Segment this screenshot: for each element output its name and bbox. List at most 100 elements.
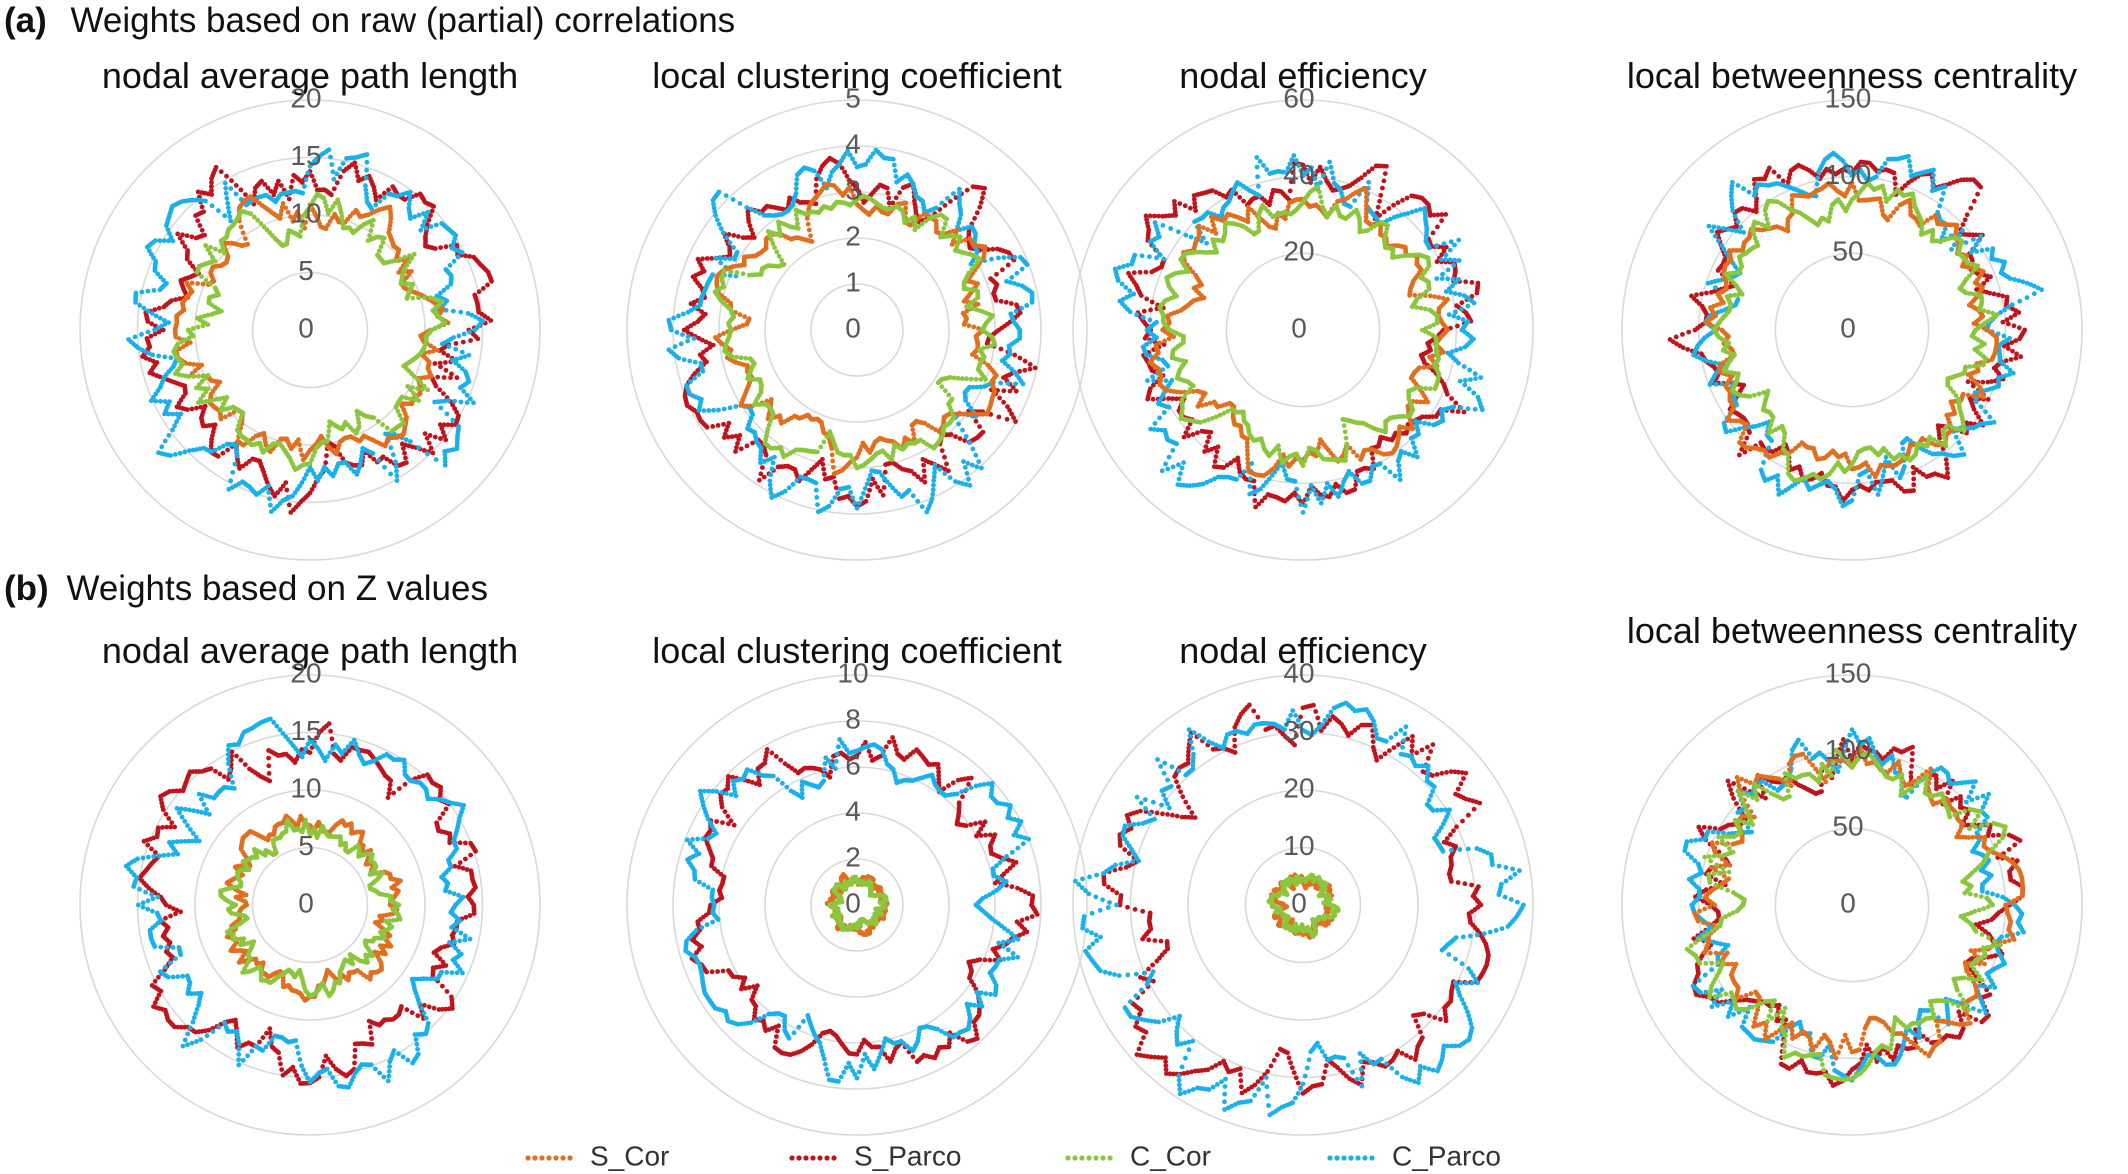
data-point bbox=[973, 418, 979, 424]
data-point bbox=[1324, 166, 1329, 172]
data-point bbox=[1247, 491, 1253, 497]
data-point bbox=[402, 450, 407, 456]
data-point bbox=[230, 470, 236, 475]
data-point bbox=[337, 166, 343, 172]
data-point bbox=[1347, 204, 1353, 210]
data-point bbox=[1386, 206, 1392, 211]
data-point bbox=[197, 223, 203, 228]
data-point bbox=[432, 246, 438, 252]
data-point bbox=[990, 246, 996, 252]
data-point bbox=[1147, 254, 1152, 260]
data-point bbox=[933, 205, 939, 211]
data-point bbox=[1363, 190, 1369, 196]
data-point bbox=[942, 388, 948, 394]
data-point bbox=[722, 256, 728, 261]
data-point bbox=[209, 184, 214, 190]
data-point bbox=[449, 371, 454, 377]
data-point bbox=[711, 407, 716, 413]
data-point bbox=[734, 445, 739, 450]
data-point bbox=[404, 296, 410, 301]
data-point bbox=[962, 465, 968, 470]
data-point bbox=[1427, 293, 1433, 299]
data-point bbox=[813, 182, 819, 188]
data-point bbox=[713, 255, 719, 261]
data-point bbox=[704, 256, 710, 261]
data-point bbox=[1323, 486, 1329, 491]
data-point bbox=[1443, 212, 1449, 217]
data-point bbox=[265, 185, 271, 191]
data-point bbox=[428, 224, 434, 230]
data-point bbox=[300, 457, 306, 463]
data-point bbox=[1382, 465, 1388, 471]
data-point bbox=[228, 478, 234, 484]
data-point bbox=[1141, 308, 1147, 314]
data-point bbox=[733, 449, 738, 454]
data-point bbox=[832, 479, 838, 485]
data-point bbox=[964, 470, 970, 476]
data-point bbox=[303, 177, 309, 183]
panel-b-title: Weights based on Z values bbox=[66, 569, 488, 608]
data-point bbox=[768, 486, 773, 492]
data-point bbox=[666, 317, 672, 323]
data-point bbox=[859, 495, 864, 501]
data-point bbox=[458, 355, 464, 361]
data-point bbox=[968, 376, 974, 382]
data-point bbox=[225, 205, 231, 211]
tick-label: 10 bbox=[290, 197, 321, 228]
data-point bbox=[1435, 224, 1440, 230]
data-point bbox=[1473, 376, 1478, 382]
data-point bbox=[435, 374, 441, 380]
data-point bbox=[1471, 390, 1477, 396]
data-point bbox=[203, 278, 209, 283]
data-point bbox=[1446, 312, 1452, 317]
data-point bbox=[935, 380, 941, 386]
data-point bbox=[426, 349, 432, 355]
data-point bbox=[715, 423, 721, 428]
data-point bbox=[1354, 468, 1360, 474]
data-point bbox=[1380, 185, 1385, 191]
data-point bbox=[963, 398, 968, 403]
data-point bbox=[721, 421, 726, 427]
data-point bbox=[388, 471, 393, 477]
data-point bbox=[1409, 209, 1415, 215]
data-point bbox=[299, 452, 305, 458]
data-point bbox=[837, 486, 843, 492]
data-point bbox=[968, 405, 974, 411]
data-point bbox=[814, 495, 820, 500]
data-point bbox=[911, 431, 916, 437]
data-point bbox=[710, 272, 716, 277]
data-point bbox=[939, 384, 945, 390]
data-point bbox=[225, 447, 231, 453]
data-point bbox=[139, 332, 144, 337]
data-point bbox=[1132, 252, 1138, 258]
data-point bbox=[1311, 487, 1316, 493]
data-point bbox=[397, 256, 403, 262]
data-point bbox=[1445, 267, 1451, 273]
data-point bbox=[380, 422, 385, 428]
data-point bbox=[1456, 315, 1461, 321]
data-point bbox=[794, 216, 800, 222]
data-point bbox=[377, 198, 383, 204]
data-point bbox=[861, 491, 866, 496]
data-point bbox=[402, 254, 408, 260]
data-point bbox=[1165, 466, 1171, 472]
data-point bbox=[818, 177, 824, 182]
data-point bbox=[812, 168, 817, 174]
data-point bbox=[1467, 367, 1473, 373]
data-point bbox=[269, 509, 274, 514]
data-point bbox=[278, 487, 283, 492]
data-point bbox=[371, 217, 376, 223]
data-point bbox=[429, 208, 435, 214]
data-point bbox=[721, 406, 727, 412]
data-point bbox=[685, 338, 690, 344]
data-point bbox=[724, 235, 729, 241]
data-point bbox=[1134, 312, 1140, 318]
data-point bbox=[1161, 410, 1167, 415]
data-point bbox=[1213, 454, 1219, 459]
data-point bbox=[808, 233, 813, 239]
data-point bbox=[672, 344, 678, 350]
data-point bbox=[775, 464, 781, 470]
data-point bbox=[152, 331, 158, 337]
data-point bbox=[340, 456, 346, 461]
data-point bbox=[731, 245, 736, 250]
